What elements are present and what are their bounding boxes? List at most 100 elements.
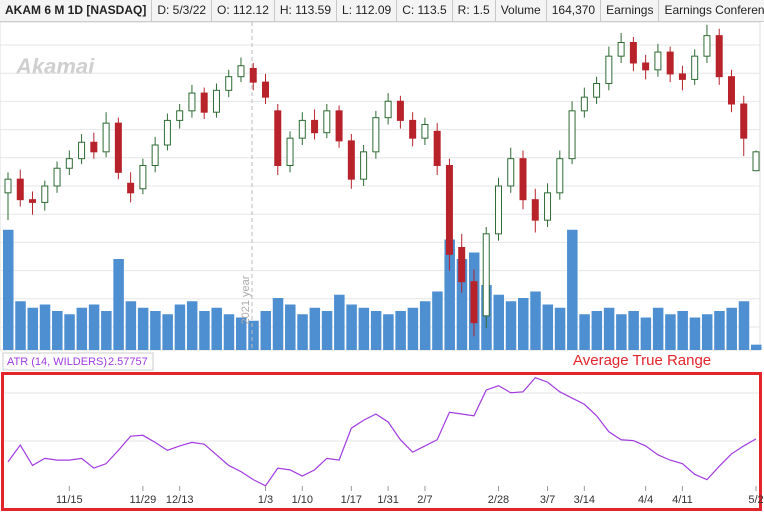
volume-bar [186,301,198,350]
volume-bar [162,314,173,350]
candle-body [593,83,601,98]
open: O: 112.12 [212,0,275,21]
volume-bar [493,294,504,350]
candle-body [642,62,650,71]
volume-bar [248,320,259,350]
candle-body [666,51,674,75]
candle-body [298,119,306,139]
candle-body [470,281,478,324]
volume-bar [370,311,382,350]
volume-bar [677,311,688,350]
volume-bar [174,304,186,350]
atr-label-box [2,352,154,371]
candle-body [654,51,662,71]
volume-bar [358,307,370,350]
candle-body [151,144,159,166]
candle-body [396,100,404,121]
volume-bar [88,304,100,350]
volume-bar [530,291,541,350]
volume-bar [383,314,394,350]
volume-bar [150,311,161,350]
volume-bar [689,317,701,350]
volume-bar [505,301,517,350]
volume-bar [714,311,725,350]
candle-body [727,76,735,105]
volume-bar [603,307,615,350]
x-tick-label: 1/31 [377,494,398,506]
volume-bar [726,307,737,350]
candle-body [433,130,441,166]
year-marker: 2021 year [240,275,252,324]
x-tick-label: 2/28 [488,494,509,506]
candle-body [703,35,711,57]
candle-body [127,182,135,194]
atr-label: ATR (14, WILDERS) [7,356,107,368]
candle-body [176,110,184,121]
volume-bar [321,311,333,350]
candle-body [482,233,490,317]
candle-body [409,119,417,139]
candle-body [41,185,49,203]
volume-bar [640,317,652,350]
x-tick-label: 2/7 [417,494,432,506]
volume-bar [272,298,284,350]
x-tick-label: 1/17 [341,494,362,506]
candle-body [249,67,257,83]
candle-body [752,151,760,172]
volume-bar [235,317,247,350]
x-tick-label: 4/4 [638,494,653,506]
volume-bar [616,314,627,350]
candle-body [163,119,171,146]
x-tick-label: 12/13 [166,494,194,506]
candle-body [421,124,429,139]
candle-body [458,247,466,283]
volume-bar [591,311,603,350]
highlight-box [1,372,762,511]
volume-bar [223,314,235,350]
volume-bar [432,291,443,350]
candle-body [200,92,208,113]
candle-body [568,110,576,160]
candle-body [691,55,699,80]
earnings[interactable]: Earnings [601,0,660,21]
candle-body [311,119,319,134]
volume-label: Volume [496,0,547,21]
volume-bar [211,307,222,350]
candle-body [225,76,233,91]
candle-body [384,100,392,119]
volume-bar [567,229,578,350]
candle-body [4,178,12,194]
x-tick-label: 4/11 [672,494,693,506]
atr-value: 2.57757 [108,356,148,368]
candle-body [372,117,380,153]
candle-body [90,141,98,153]
high: H: 113.59 [275,0,338,21]
volume-bar [751,344,762,350]
x-tick-label: 5/2 [748,494,763,506]
volume-bar [407,307,419,350]
annotation: Average True Range [573,352,711,369]
watermark: Akamai [15,54,95,79]
x-tick-label: 3/7 [540,494,555,506]
candle-body [605,55,613,85]
candle-body [494,185,502,235]
earnings-call[interactable]: Earnings Conference Call [659,0,764,21]
range: R: 1.5 [453,0,496,21]
volume-bar [652,307,664,350]
volume-bar [518,298,529,350]
candle-body [678,73,686,80]
volume-bar [64,314,75,350]
volume-bar [738,301,750,350]
volume-bar [39,304,51,350]
volume-bar [701,314,713,350]
volume-bar [76,307,88,350]
volume-bar [554,307,566,350]
x-tick-label: 1/3 [258,494,273,506]
candle-body [323,110,331,134]
volume-bar [628,311,639,350]
date: D: 5/3/22 [152,0,213,21]
candle-body [519,158,527,201]
volume-bar [52,311,63,350]
volume-bar [285,304,296,350]
volume-bar [579,314,590,350]
